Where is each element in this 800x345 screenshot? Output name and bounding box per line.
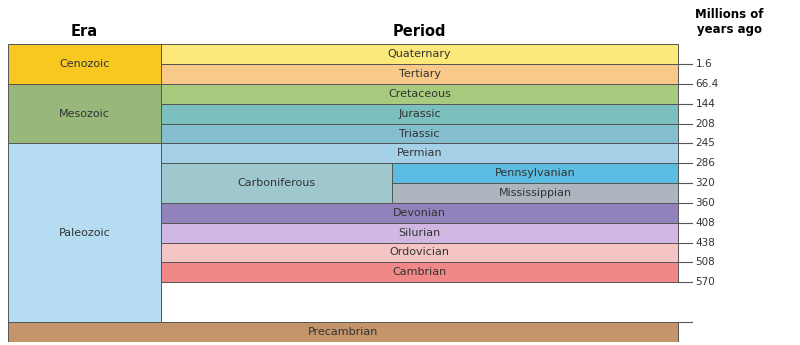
Text: Mesozoic: Mesozoic xyxy=(59,109,110,119)
Bar xyxy=(8,144,161,322)
Text: Ordovician: Ordovician xyxy=(390,247,450,257)
Text: Cenozoic: Cenozoic xyxy=(59,59,110,69)
Bar xyxy=(161,84,678,104)
Text: Jurassic: Jurassic xyxy=(398,109,441,119)
Text: 286: 286 xyxy=(695,158,715,168)
Text: 245: 245 xyxy=(695,138,715,148)
Text: 66.4: 66.4 xyxy=(695,79,719,89)
Text: Pennsylvanian: Pennsylvanian xyxy=(495,168,576,178)
Bar xyxy=(161,203,678,223)
Text: Triassic: Triassic xyxy=(399,129,440,139)
Bar xyxy=(161,64,678,84)
Text: 360: 360 xyxy=(695,198,715,208)
Text: 208: 208 xyxy=(695,119,715,129)
Text: 144: 144 xyxy=(695,99,715,109)
Text: Silurian: Silurian xyxy=(398,228,441,238)
Text: 438: 438 xyxy=(695,237,715,247)
Bar xyxy=(392,183,678,203)
Bar xyxy=(161,144,678,163)
Text: Period: Period xyxy=(393,23,446,39)
Bar xyxy=(161,124,678,144)
Text: Permian: Permian xyxy=(397,148,442,158)
Text: 408: 408 xyxy=(695,218,715,228)
Text: Devonian: Devonian xyxy=(393,208,446,218)
Text: Era: Era xyxy=(71,23,98,39)
Bar xyxy=(8,45,161,84)
Bar xyxy=(161,223,678,243)
Bar xyxy=(161,104,678,124)
Text: 508: 508 xyxy=(695,257,715,267)
Text: 570: 570 xyxy=(695,277,715,287)
Bar xyxy=(8,322,678,342)
Bar xyxy=(392,163,678,183)
Text: Cretaceous: Cretaceous xyxy=(388,89,451,99)
Text: Carboniferous: Carboniferous xyxy=(238,178,315,188)
Text: Quaternary: Quaternary xyxy=(388,49,451,59)
Bar xyxy=(8,84,161,144)
Text: Precambrian: Precambrian xyxy=(308,327,378,337)
Text: Tertiary: Tertiary xyxy=(398,69,441,79)
Text: Cambrian: Cambrian xyxy=(393,267,446,277)
Bar xyxy=(161,163,392,203)
Bar xyxy=(161,45,678,64)
Bar xyxy=(161,243,678,262)
Text: 1.6: 1.6 xyxy=(695,59,712,69)
Text: Paleozoic: Paleozoic xyxy=(58,228,110,238)
Text: Mississippian: Mississippian xyxy=(498,188,572,198)
Text: 320: 320 xyxy=(695,178,715,188)
Text: Millions of
years ago: Millions of years ago xyxy=(695,8,763,36)
Bar xyxy=(161,262,678,282)
